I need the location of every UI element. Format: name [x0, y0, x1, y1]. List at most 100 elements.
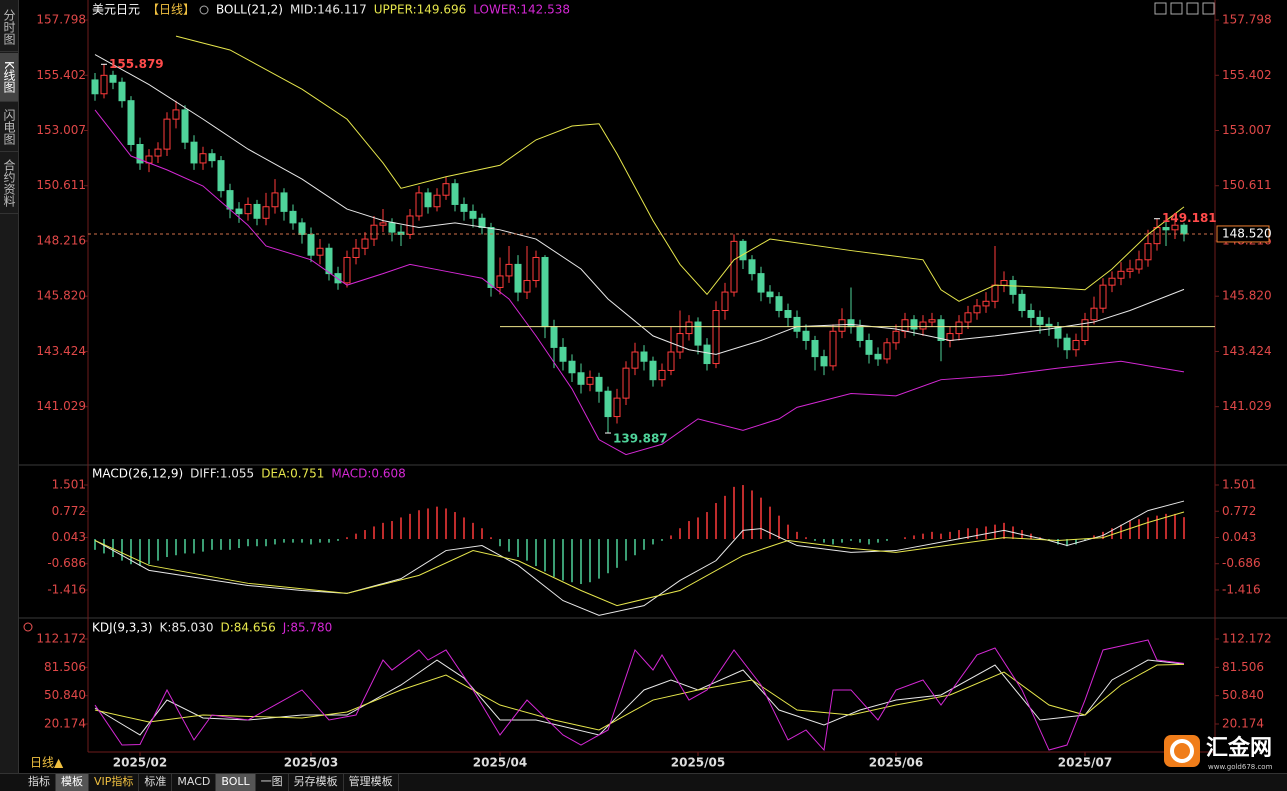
candle-body	[784, 310, 792, 318]
y-tick-label: 141.029	[1222, 399, 1272, 413]
y-tick-label: 0.043	[1222, 530, 1256, 544]
chart: 日线▲ 汇金网 www.gold678.com 157.798 157.798 15…	[0, 0, 1287, 771]
candle-body	[118, 81, 126, 102]
legend-text: UPPER:149.696	[374, 3, 466, 17]
candle-body	[1117, 270, 1125, 279]
candle-body	[298, 222, 306, 235]
candle-body	[730, 240, 738, 293]
sidebar-tab[interactable]: 分时图	[0, 3, 18, 52]
toolbar-button[interactable]: 另存模板	[289, 774, 344, 791]
candle-body	[910, 319, 918, 330]
toolbar-button[interactable]: 模板	[56, 774, 89, 791]
candle-body	[541, 256, 549, 328]
candle-body	[100, 74, 108, 95]
indicator-line	[94, 663, 1185, 731]
candle-body	[865, 339, 873, 355]
y-tick-label: 81.506	[44, 660, 86, 674]
candle-body	[703, 344, 711, 365]
candle-body	[676, 333, 684, 353]
candle-body	[622, 367, 630, 399]
candle-body	[658, 369, 666, 381]
annotation-label: 155.879	[109, 57, 164, 71]
toolbar-button[interactable]: BOLL	[216, 774, 256, 791]
legend-text: DEA:0.751	[261, 467, 324, 481]
y-tick-label: 153.007	[36, 123, 86, 137]
candle-body	[928, 319, 936, 323]
sidebar-tab[interactable]: K线图	[0, 53, 18, 102]
candle-body	[1171, 224, 1179, 231]
y-tick-label: 157.798	[1222, 13, 1272, 27]
indicator-line	[94, 511, 1185, 607]
y-tick-label: 20.174	[1222, 717, 1264, 731]
candle-body	[748, 259, 756, 275]
candle-body	[136, 143, 144, 164]
y-tick-label: -1.416	[1222, 583, 1261, 597]
legend-text: MID:146.117	[290, 3, 367, 17]
candle-body	[568, 360, 576, 374]
toolbar-button[interactable]: VIP指标	[89, 774, 140, 791]
candle-body	[226, 190, 234, 210]
candle-body	[370, 224, 378, 240]
candle-body	[955, 321, 963, 335]
candle-body	[154, 148, 162, 157]
candle-body	[433, 194, 441, 208]
logo-url: www.gold678.com	[1208, 763, 1273, 771]
toolbar-button[interactable]: 标准	[139, 774, 173, 791]
y-tick-label: 150.611	[36, 178, 86, 192]
candle-body	[244, 203, 252, 215]
indicator-line	[94, 500, 1185, 616]
toolbar-button[interactable]: 一图	[256, 774, 289, 791]
candle-body	[892, 330, 900, 344]
x-tick-label: 2025/06	[869, 756, 923, 770]
candle-body	[91, 79, 99, 95]
period-label[interactable]: 日线▲	[30, 756, 64, 770]
indicator-line	[94, 659, 1185, 736]
candle-body	[451, 183, 459, 205]
y-tick-label: 1.501	[1222, 478, 1256, 492]
y-tick-label: 145.820	[36, 289, 86, 303]
candle-body	[1072, 339, 1080, 351]
indicator-line	[175, 35, 1185, 302]
legend-text: 【日线】	[147, 3, 195, 17]
last-price-tag	[1216, 225, 1270, 243]
indicator-line	[94, 639, 1185, 752]
y-tick-label: -0.686	[1222, 556, 1261, 570]
candle-body	[838, 319, 846, 332]
candle-body	[199, 153, 207, 164]
window-buttons[interactable]	[1154, 2, 1215, 15]
candle-body	[694, 321, 702, 346]
sidebar-tab[interactable]: 合约资料	[0, 153, 18, 214]
sidebar: 分时图 K线图 闪电图 合约资料	[0, 0, 19, 773]
candle-body	[496, 275, 504, 288]
candle-body	[595, 376, 603, 392]
candle-body	[235, 208, 243, 215]
candle-body	[613, 397, 621, 418]
legend-text: K:85.030	[160, 621, 214, 635]
candle-body	[289, 210, 297, 224]
toolbar-button[interactable]: 管理模板	[344, 774, 399, 791]
candle-body	[1063, 337, 1071, 351]
candle-body	[172, 109, 180, 120]
candle-body	[352, 247, 360, 258]
candle-body	[163, 118, 171, 150]
toolbar-button[interactable]: MACD	[172, 774, 217, 791]
y-tick-label: 0.772	[52, 504, 86, 518]
legend-text: DIFF:1.055	[190, 467, 254, 481]
toolbar-button[interactable]: 指标	[0, 774, 56, 791]
candle-body	[478, 217, 486, 229]
candle-body	[604, 390, 612, 418]
y-tick-label: 143.424	[36, 344, 86, 358]
candle-body	[109, 74, 117, 83]
x-tick-label: 2025/07	[1058, 756, 1112, 770]
candle-body	[307, 233, 315, 256]
y-tick-label: 145.820	[1222, 289, 1272, 303]
settings-icon[interactable]	[23, 622, 33, 632]
candle-body	[640, 351, 648, 362]
sidebar-tab[interactable]: 闪电图	[0, 103, 18, 152]
legend-text: KDJ(9,3,3)	[92, 621, 153, 635]
candle-body	[550, 326, 558, 348]
candle-body	[775, 296, 783, 312]
candle-body	[1126, 268, 1134, 272]
candle-body	[280, 192, 288, 212]
candle-body	[460, 203, 468, 212]
